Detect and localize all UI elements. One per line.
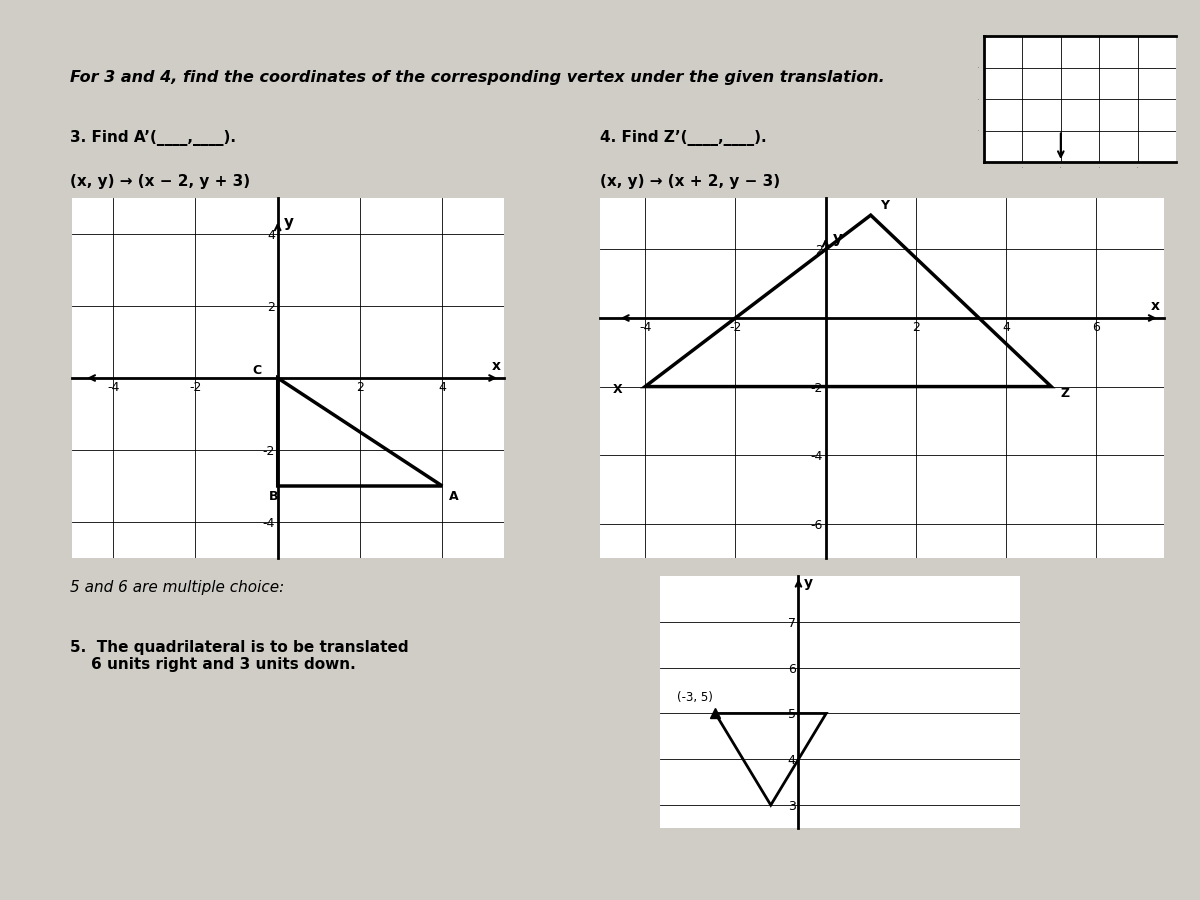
- Text: C: C: [252, 364, 262, 377]
- Text: 5 and 6 are multiple choice:: 5 and 6 are multiple choice:: [70, 580, 284, 595]
- Text: x: x: [1151, 299, 1159, 313]
- Text: Y: Y: [880, 199, 889, 212]
- Text: y: y: [284, 215, 294, 230]
- Text: A: A: [449, 491, 458, 503]
- Text: 4. Find Z’(____,____).: 4. Find Z’(____,____).: [600, 130, 767, 147]
- Text: y: y: [833, 231, 842, 246]
- Text: B: B: [269, 491, 278, 503]
- Text: 5.  The quadrilateral is to be translated
    6 units right and 3 units down.: 5. The quadrilateral is to be translated…: [70, 640, 409, 672]
- Text: x: x: [492, 358, 500, 373]
- Text: (x, y) → (x + 2, y − 3): (x, y) → (x + 2, y − 3): [600, 174, 780, 188]
- Text: Z: Z: [1061, 387, 1069, 400]
- Text: 3. Find A’(____,____).: 3. Find A’(____,____).: [70, 130, 236, 147]
- Text: y: y: [804, 576, 814, 590]
- Text: For 3 and 4, find the coordinates of the corresponding vertex under the given tr: For 3 and 4, find the coordinates of the…: [70, 70, 884, 85]
- Text: (x, y) → (x − 2, y + 3): (x, y) → (x − 2, y + 3): [70, 174, 251, 188]
- Text: X: X: [613, 383, 623, 396]
- Text: (-3, 5): (-3, 5): [677, 691, 713, 705]
